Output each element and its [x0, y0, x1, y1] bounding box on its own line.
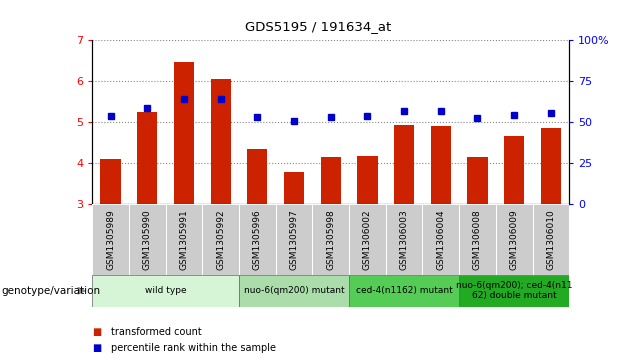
Text: genotype/variation: genotype/variation [1, 286, 100, 296]
Bar [202, 204, 239, 275]
Bar [386, 204, 422, 275]
Bar [100, 159, 121, 204]
Bar [165, 204, 202, 275]
Bar [321, 157, 341, 204]
Bar [504, 136, 524, 204]
Bar [275, 204, 312, 275]
Bar [239, 275, 349, 307]
Text: GSM1305989: GSM1305989 [106, 209, 115, 270]
Text: GSM1305997: GSM1305997 [289, 209, 298, 270]
Bar [92, 275, 239, 307]
Text: wild type: wild type [145, 286, 186, 295]
Bar [532, 204, 569, 275]
Bar [357, 156, 378, 204]
Text: GSM1306010: GSM1306010 [546, 209, 555, 270]
Text: nuo-6(qm200); ced-4(n11
62) double mutant: nuo-6(qm200); ced-4(n11 62) double mutan… [456, 281, 572, 301]
Bar [422, 204, 459, 275]
Text: GSM1306003: GSM1306003 [399, 209, 408, 270]
Bar [431, 126, 451, 204]
Text: GSM1305996: GSM1305996 [253, 209, 262, 270]
Bar [496, 204, 532, 275]
Bar [174, 62, 194, 204]
Text: GSM1306004: GSM1306004 [436, 209, 445, 270]
Text: GSM1306008: GSM1306008 [473, 209, 482, 270]
Bar [284, 172, 304, 204]
Text: GSM1305990: GSM1305990 [142, 209, 152, 270]
Text: GSM1306009: GSM1306009 [509, 209, 519, 270]
Bar [541, 128, 561, 204]
Bar [211, 79, 231, 204]
Bar [349, 204, 386, 275]
Bar [129, 204, 165, 275]
Text: GSM1305998: GSM1305998 [326, 209, 335, 270]
Bar [137, 112, 157, 204]
Bar [394, 125, 414, 204]
Text: GDS5195 / 191634_at: GDS5195 / 191634_at [245, 20, 391, 33]
Bar [247, 148, 267, 204]
Text: transformed count: transformed count [111, 327, 202, 337]
Text: GSM1306002: GSM1306002 [363, 209, 372, 270]
Bar [349, 275, 459, 307]
Bar [459, 204, 496, 275]
Text: ■: ■ [92, 327, 102, 337]
Bar [92, 204, 129, 275]
Bar [467, 157, 488, 204]
Text: nuo-6(qm200) mutant: nuo-6(qm200) mutant [244, 286, 344, 295]
Bar [459, 275, 569, 307]
Text: GSM1305992: GSM1305992 [216, 209, 225, 270]
Bar [312, 204, 349, 275]
Text: ced-4(n1162) mutant: ced-4(n1162) mutant [356, 286, 452, 295]
Text: percentile rank within the sample: percentile rank within the sample [111, 343, 276, 354]
Text: ■: ■ [92, 343, 102, 354]
Bar [239, 204, 275, 275]
Text: GSM1305991: GSM1305991 [179, 209, 188, 270]
